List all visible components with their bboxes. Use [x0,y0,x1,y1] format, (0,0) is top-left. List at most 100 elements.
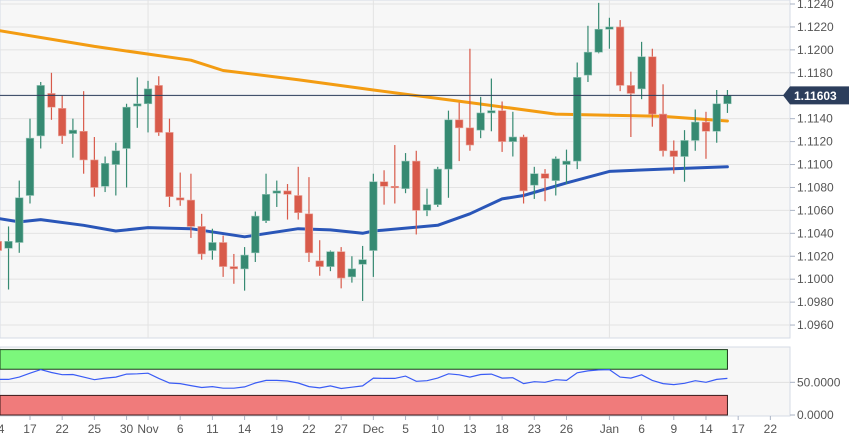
candle-bullish [68,118,78,158]
candle-body [508,136,517,142]
candle-bullish [401,153,410,194]
candle-body [4,241,13,249]
candle-bullish [712,90,721,143]
date-tick-label: Dec [363,422,384,436]
candle-bullish [691,109,700,151]
candle-bearish [626,71,635,138]
candle-bullish [347,256,356,283]
candle-bearish [337,247,346,289]
candle-bullish [476,96,485,139]
price-tick-label: 1.1140 [797,112,833,126]
date-tick-label: 26 [560,422,574,436]
candle-body [165,132,174,197]
date-tick-label: 14 [238,422,252,436]
candle-body [369,181,378,251]
price-tick-label: 1.1020 [797,249,834,263]
candle-bearish [0,241,2,251]
date-tick-label: 14 [0,422,5,436]
candle-body [540,173,550,179]
price-tick-label: 1.1180 [797,66,833,80]
price-tick-label: 1.1120 [797,135,833,149]
candle-body [208,242,217,251]
candle-body [594,28,603,53]
candle-bullish [551,156,560,196]
date-tick-label: 5 [402,422,409,436]
current-price-tag [783,86,849,105]
candle-body [358,259,367,265]
candle-bearish [498,101,507,152]
candle-body [101,163,110,187]
candle-bearish [390,145,399,204]
candle-bearish [315,240,324,276]
candle-bullish [444,110,453,198]
candle-body [219,242,228,267]
candle-body [154,85,163,133]
candle-bullish [143,80,153,133]
price-axis: 1.1240 1.1220 1.1200 1.1180 1.1140 1.1120 1.11… [790,0,834,332]
candle-bullish [637,41,646,100]
date-tick-label: 27 [334,422,348,436]
candle-bearish [648,48,657,127]
candle-body [176,197,185,201]
candle-bullish [25,118,35,204]
candle-body [412,160,421,211]
candle-bearish [455,102,464,162]
candle-body [637,56,646,90]
candle-bullish [583,25,593,82]
date-tick-label: 11 [206,422,219,436]
candle-body [15,197,24,243]
price-tick-label: 1.0980 [797,295,834,309]
candle-body [551,158,560,181]
candle-body [616,26,625,86]
candle-bullish [594,2,603,54]
date-tick-label: 22 [764,422,778,436]
candle-body [626,85,635,94]
candle-body [669,150,678,157]
candle-bearish [176,172,185,206]
candle-body [530,173,539,186]
candle-body [401,160,410,189]
candle-body [186,199,196,227]
candle-bullish [272,180,281,207]
candle-body [562,160,571,165]
date-tick-label: 10 [431,422,445,436]
overbought-band [0,349,728,370]
candle-body [723,95,732,105]
price-tick-label: 1.1220 [797,20,834,34]
date-tick-label: Jan [600,422,619,436]
candle-bearish [186,173,196,238]
candle-bullish [369,173,378,277]
candle-bullish [101,156,110,193]
candle-body [701,121,711,132]
current-price-label: 1.11603 [794,89,837,103]
price-tick-label: 1.1100 [797,158,833,172]
candle-bearish [540,169,550,202]
candle-bullish [680,130,689,182]
candle-bearish [294,166,303,220]
current-price-marker: 1.11603 [0,86,849,105]
oscillator-tick-label: 50.0000 [797,375,841,389]
candle-body [605,26,614,30]
candle-bullish [605,17,614,49]
candle-bearish [465,48,475,151]
oscillator-content: 50.0000 0.0000 [0,349,841,422]
date-tick-label: 14 [699,422,713,436]
candle-body [294,195,303,213]
oscillator-tick-label: 0.0000 [797,408,834,422]
candle-body [465,127,475,146]
date-tick-label: 18 [495,422,509,436]
candle-bullish [261,173,271,224]
candle-bullish [530,166,539,199]
candle-bearish [90,137,99,197]
date-tick-label: 23 [528,422,542,436]
price-tick-label: 1.1040 [797,226,834,240]
date-tick-label: 25 [88,422,102,436]
candle-body [573,77,582,162]
candle-body [25,137,35,196]
candle-bearish [669,140,678,174]
candle-body [433,168,442,205]
date-tick-label: 22 [56,422,70,436]
candle-body [133,103,142,107]
oversold-band [0,394,728,416]
